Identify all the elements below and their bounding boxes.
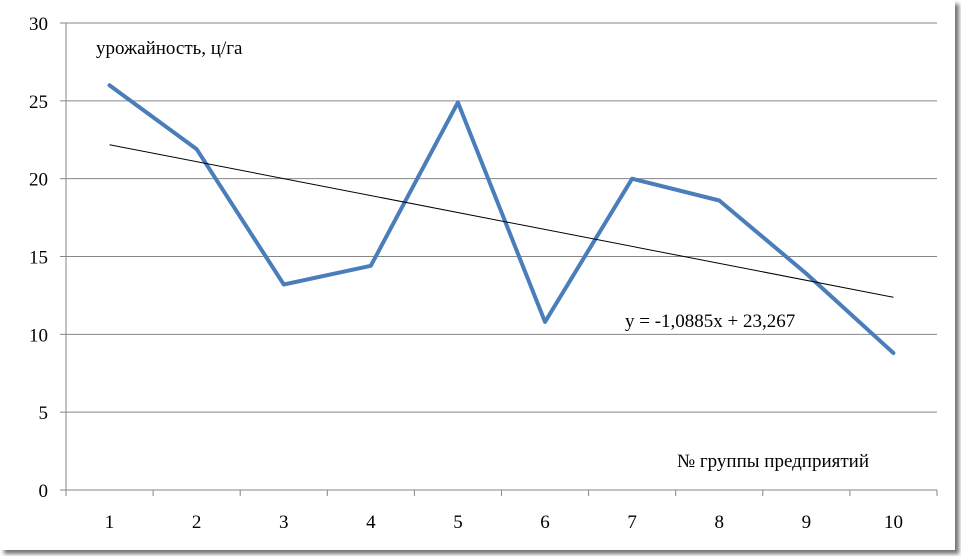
x-axis-label: № группы предприятий (677, 451, 869, 472)
y-tick-label: 20 (29, 170, 48, 191)
trendline (109, 144, 894, 298)
y-tick-label: 5 (39, 403, 49, 424)
x-tick-label: 5 (453, 512, 463, 533)
x-tick-label: 7 (627, 512, 637, 533)
x-tick-label: 10 (884, 512, 903, 533)
x-tick-label: 6 (540, 512, 550, 533)
y-tick-label: 0 (39, 481, 49, 502)
x-tick-label: 8 (715, 512, 725, 533)
x-tick-label: 4 (366, 512, 376, 533)
y-tick-label: 10 (29, 325, 48, 346)
x-tick-label: 3 (279, 512, 289, 533)
x-tick-label: 2 (192, 512, 202, 533)
series-line (107, 83, 896, 355)
y-axis-label: урожайность, ц/га (96, 38, 243, 59)
x-tick-label: 1 (105, 512, 115, 533)
x-tick-label: 9 (802, 512, 812, 533)
trendline-equation: y = -1,0885x + 23,267 (625, 311, 795, 332)
y-tick-label: 30 (29, 14, 48, 35)
y-tick-label: 25 (29, 92, 48, 113)
y-tick-label: 15 (29, 248, 48, 269)
